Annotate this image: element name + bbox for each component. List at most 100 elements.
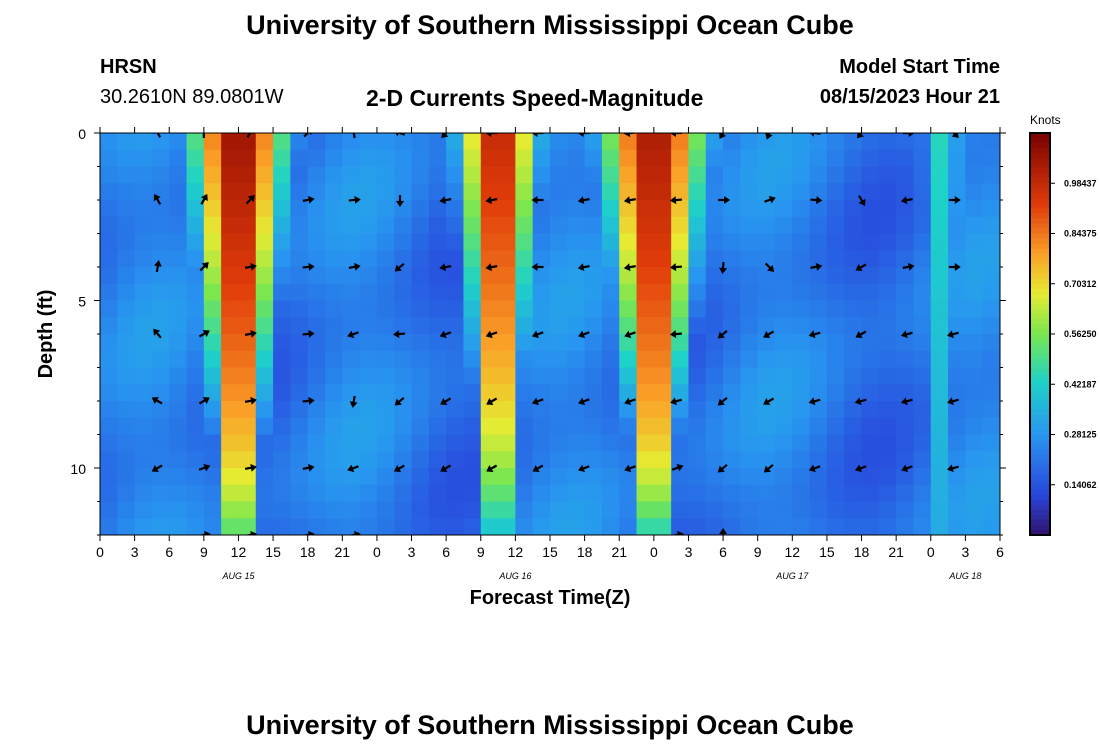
x-tick-label: 21 [335,544,351,560]
heatmap-cell [134,283,153,302]
heatmap-cell [601,216,620,235]
heatmap-cell [671,133,690,151]
current-arrow [669,263,682,272]
heatmap-cell [100,149,118,168]
heatmap-cell [169,149,188,168]
x-tick-label: 18 [577,544,593,560]
heatmap-cell [186,501,205,519]
colorbar-cell [1030,454,1050,461]
heatmap-cell [446,334,465,352]
heatmap-cell [982,250,1000,268]
date-label: AUG 17 [775,571,809,581]
heatmap-cell [446,133,465,151]
x-axis-label: Forecast Time(Z) [470,587,631,609]
heatmap-cell [948,468,966,486]
heatmap-cell [636,501,655,519]
heatmap-cell [238,200,257,218]
heatmap-cell [740,149,759,168]
current-arrow [244,329,257,338]
heatmap-cell [982,283,1000,302]
heatmap-cell [446,149,465,168]
heatmap-cell [342,283,361,302]
current-arrow [948,263,961,271]
heatmap-cell [359,267,378,285]
x-tick-label: 9 [200,544,208,560]
heatmap-cell [307,501,326,519]
chart-title: University of Southern Mississippi Ocean… [246,10,854,40]
arrow-head [815,262,823,271]
heatmap-cell [844,417,863,436]
heatmap-cell [411,484,430,503]
heatmap-cell [653,384,672,402]
heatmap-cell [515,183,534,201]
colorbar-cell [1030,153,1050,159]
heatmap-cell [826,468,845,486]
heatmap-cell [411,468,430,486]
heatmap-cell [982,484,1000,503]
heatmap-cell [446,233,465,251]
heatmap-cell [826,250,845,268]
heatmap-cell [653,166,672,184]
heatmap-cell [671,334,690,352]
current-arrow [153,133,162,138]
heatmap-cell [930,149,949,168]
heatmap-cell [878,401,897,419]
heatmap-cell [342,133,361,151]
heatmap-cell [221,166,240,184]
heatmap-cell [290,401,309,419]
heatmap-cell [498,133,516,151]
heatmap-cell [757,384,776,402]
heatmap-cell [307,300,326,318]
heatmap-cell [757,183,776,201]
heatmap-cell [359,149,378,168]
heatmap-cell [878,367,897,385]
heatmap-cell [428,149,447,168]
arrow-head [900,330,908,339]
heatmap-cell [965,317,984,335]
current-arrow [855,263,867,271]
heatmap-cell [740,434,759,452]
heatmap-cell [705,317,724,335]
current-arrow [669,330,682,339]
colorbar-cell [1030,238,1050,245]
heatmap-cell [169,350,188,369]
heatmap-cell [290,367,309,385]
heatmap-cell [169,166,188,184]
heatmap-cell [775,384,793,402]
current-arrow [900,196,913,205]
heatmap-cell [740,367,759,385]
heatmap-cell [809,484,828,503]
heatmap-cell [550,183,568,201]
heatmap-cell [619,468,638,486]
heatmap-cell [740,484,759,503]
heatmap-cell [307,149,326,168]
arrow-shaft [246,133,253,138]
heatmap-cell [948,200,966,218]
heatmap-cell [480,384,499,402]
heatmap-cell [134,434,153,452]
station-name: HRSN [100,56,157,78]
heatmap-cell [307,518,326,535]
heatmap-cell [342,417,361,436]
heatmap-cell [550,367,568,385]
heatmap-cell [498,216,516,235]
colorbar-cell [1030,349,1050,355]
arrow-head [441,133,449,138]
heatmap-cell [844,384,863,402]
arrow-head [724,196,731,204]
heatmap-cell [359,233,378,251]
heatmap-cell [913,183,932,201]
heatmap-cell [913,401,932,419]
arrow-head [669,330,677,339]
current-arrow [901,464,913,473]
colorbar-cell [1030,243,1050,250]
arrow-head [855,331,863,338]
heatmap-cell [567,283,586,302]
colorbar-cell [1030,389,1050,395]
arrow-head [717,398,725,406]
current-arrow [302,396,315,405]
current-arrow [531,196,544,204]
arrow-head [763,465,772,473]
heatmap-cell [169,267,188,285]
heatmap-cell [775,468,793,486]
